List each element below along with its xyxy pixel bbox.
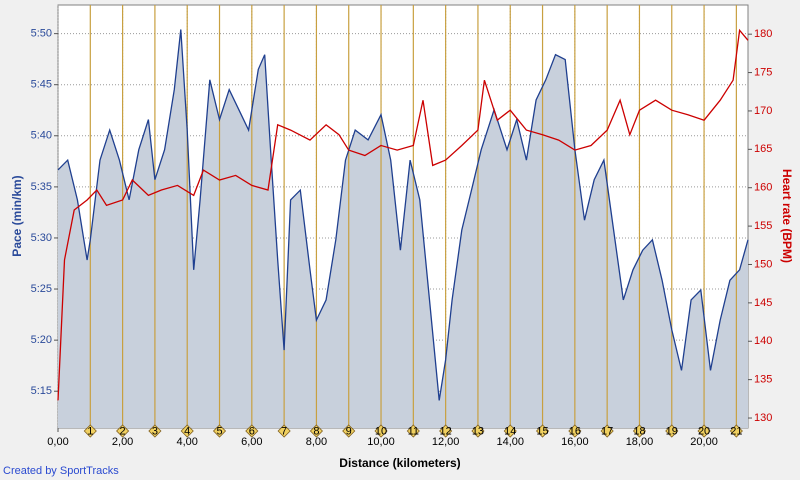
y-tick-label: 5:15 <box>31 385 52 397</box>
km-marker-label: 12 <box>440 425 452 437</box>
y2-tick-label: 130 <box>754 412 772 424</box>
km-marker-label: 20 <box>698 425 710 437</box>
y2-tick-label: 135 <box>754 374 772 386</box>
y2-axis-title: Heart rate (BPM) <box>780 169 794 263</box>
km-marker-label: 14 <box>504 425 516 437</box>
km-marker-label: 15 <box>536 425 548 437</box>
km-marker-label: 21 <box>730 425 742 437</box>
line <box>57 29 749 401</box>
y-tick-label: 5:40 <box>31 130 52 142</box>
km-marker <box>374 424 388 438</box>
y2-tick-label: 170 <box>754 105 772 117</box>
y2-tick-label: 160 <box>754 182 772 194</box>
x-tick-label: 16,00 <box>561 436 589 448</box>
km-marker <box>471 424 485 438</box>
km-marker <box>116 424 130 438</box>
km-marker <box>600 424 614 438</box>
km-marker <box>665 424 679 438</box>
y2-tick-label: 140 <box>754 335 772 347</box>
km-marker <box>568 424 582 438</box>
y-tick-label: 5:30 <box>31 232 52 244</box>
footer: Created by SportTracks <box>3 465 119 477</box>
x-tick-label: 6,00 <box>241 436 262 448</box>
km-marker <box>729 424 743 438</box>
y2-tick-label: 180 <box>754 28 772 40</box>
km-marker-label: 4 <box>184 425 190 437</box>
km-marker-label: 3 <box>152 425 158 437</box>
x-tick-label: 10,00 <box>367 436 395 448</box>
km-marker <box>503 424 517 438</box>
km-marker <box>632 424 647 438</box>
x-tick-label: 18,00 <box>626 436 654 448</box>
km-marker-label: 17 <box>601 425 613 437</box>
km-marker <box>309 424 323 438</box>
y-tick-label: 5:20 <box>31 334 52 346</box>
km-marker-label: 5 <box>216 425 222 437</box>
y2-tick-label: 165 <box>754 143 772 155</box>
x-tick-label: 8,00 <box>306 436 327 448</box>
x-tick-label: 12,00 <box>432 436 460 448</box>
y2-tick-label: 155 <box>754 220 772 232</box>
y-tick-label: 5:45 <box>31 79 52 91</box>
x-tick-label: 14,00 <box>496 436 524 448</box>
km-marker-label: 6 <box>249 425 255 437</box>
x-tick-label: 4,00 <box>177 436 198 448</box>
km-marker-label: 19 <box>666 425 678 437</box>
km-marker-label: 8 <box>313 425 319 437</box>
km-marker <box>697 424 711 438</box>
km-marker-label: 18 <box>633 425 645 437</box>
km-marker <box>83 424 97 438</box>
km-marker-label: 9 <box>346 425 352 437</box>
km-marker <box>180 424 194 438</box>
km-marker <box>406 424 420 438</box>
km-marker <box>342 424 356 438</box>
y2-tick-label: 150 <box>754 258 772 270</box>
y2-tick-label: 175 <box>754 66 772 78</box>
y-tick-label: 5:50 <box>31 28 52 40</box>
km-marker-label: 16 <box>569 425 581 437</box>
km-marker <box>148 424 162 438</box>
km-marker <box>439 424 453 438</box>
km-marker-label: 13 <box>472 425 484 437</box>
y-tick-label: 5:35 <box>31 181 52 193</box>
x-axis-title: Distance (kilometers) <box>339 456 460 470</box>
line <box>57 28 749 401</box>
x-tick-label: 0,00 <box>47 436 68 448</box>
y-tick-label: 5:25 <box>31 283 52 295</box>
x-tick-label: 2,00 <box>112 436 133 448</box>
km-marker-label: 2 <box>120 425 126 437</box>
km-marker <box>212 424 227 438</box>
x-tick-label: 20,00 <box>690 436 718 448</box>
y-axis-title: Pace (min/km) <box>10 175 24 256</box>
km-marker-label: 7 <box>281 425 287 437</box>
km-marker-label: 10 <box>375 425 387 437</box>
y2-tick-label: 145 <box>754 297 772 309</box>
km-marker <box>277 424 291 438</box>
km-marker-label: 11 <box>408 425 419 437</box>
km-marker <box>535 424 550 438</box>
km-marker-label: 1 <box>87 425 93 437</box>
km-marker <box>245 424 259 438</box>
